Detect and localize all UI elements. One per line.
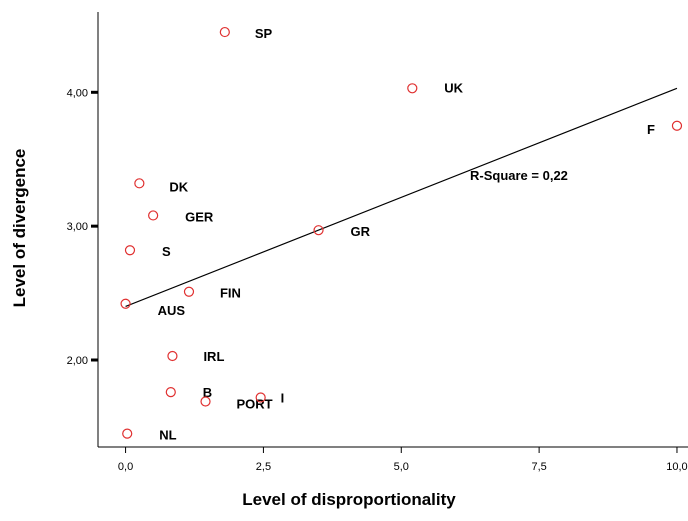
x-tick-label: 5,0: [394, 461, 409, 473]
point-label: PORT: [237, 396, 273, 411]
point-label: DK: [169, 179, 188, 194]
data-point: [120, 298, 131, 309]
y-tick-label: 4,00: [67, 87, 88, 99]
y-tick-label: 2,00: [67, 355, 88, 367]
data-point: [165, 387, 176, 398]
point-label: GER: [185, 209, 214, 224]
x-tick-label: 10,0: [666, 461, 687, 473]
r-square-annotation: R-Square = 0,22: [470, 168, 568, 183]
data-point: [313, 225, 324, 236]
point-label: FIN: [220, 286, 241, 301]
data-point: [183, 286, 195, 297]
point-label: AUS: [158, 303, 186, 318]
y-axis-title: Level of divergence: [10, 149, 29, 308]
point-label: B: [203, 385, 212, 400]
point-label: UK: [444, 80, 463, 95]
point-label: GR: [351, 224, 371, 239]
x-tick-label: 0,0: [118, 461, 133, 473]
data-point: [407, 83, 418, 94]
data-point: [671, 120, 683, 131]
point-label: F: [647, 122, 655, 137]
point-label: S: [162, 244, 171, 259]
data-point: [122, 428, 133, 439]
point-label: IRL: [203, 349, 224, 364]
y-tick-label: 3,00: [67, 221, 88, 233]
axes: 2,00 3,00 4,00 0,0 2,5 5,0 7,5 10,0: [67, 12, 688, 473]
x-axis-title: Level of disproportionality: [242, 490, 456, 509]
data-point: [148, 210, 159, 221]
marks: SP UK F DK GER GR S FIN AUS IRL B PORT I NL: [120, 26, 683, 443]
data-point: [255, 392, 266, 403]
point-label: NL: [159, 428, 176, 443]
point-label: I: [281, 390, 285, 405]
data-point: [200, 396, 211, 407]
data-point: [167, 350, 178, 362]
data-point: [134, 178, 145, 189]
data-point: [124, 245, 136, 256]
point-label: SP: [255, 26, 273, 41]
data-point: [219, 26, 230, 38]
fit-line: [125, 87, 678, 308]
x-tick-label: 2,5: [256, 461, 271, 473]
x-tick-label: 7,5: [531, 461, 546, 473]
